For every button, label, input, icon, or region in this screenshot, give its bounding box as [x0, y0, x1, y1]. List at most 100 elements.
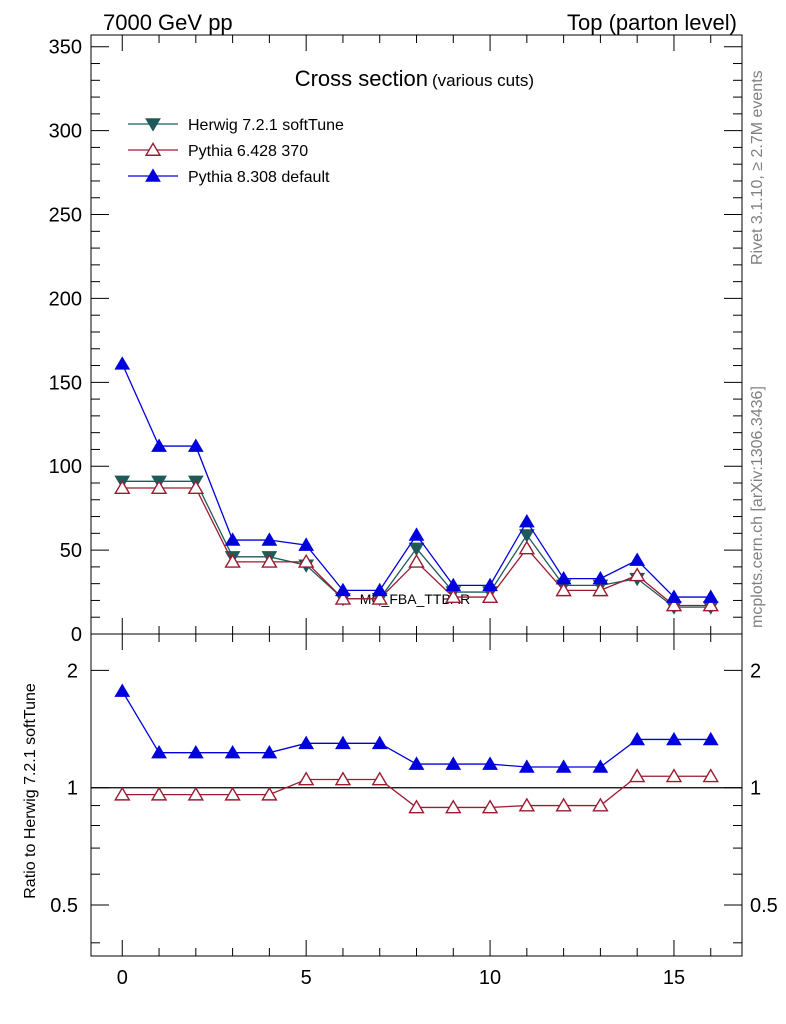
y-tick-label: 250 [49, 205, 82, 227]
watermark: MC_FBA_TTBAR [360, 591, 470, 607]
data-point [187, 479, 205, 494]
y-tick-label: 200 [49, 288, 82, 310]
main-panel: 0 50 100 150 200 250 300 350 MC_FBA_TTBAR Cross… [49, 34, 743, 646]
ratio-point [335, 735, 351, 750]
data-point [665, 597, 683, 612]
legend-marker [145, 118, 161, 132]
data-point [702, 589, 719, 603]
y-tick-label-right: 1 [750, 778, 761, 800]
data-point [481, 589, 499, 604]
ratio-point [555, 759, 572, 773]
x-tick-label: 10 [479, 967, 501, 989]
x-tick-label: 15 [663, 967, 685, 989]
ratio-point [445, 799, 462, 814]
ratio-series-pythia-8-308-default [114, 683, 719, 773]
data-point [261, 532, 278, 546]
ratio-point [629, 731, 646, 746]
data-point [666, 589, 682, 603]
ratio-point [665, 768, 683, 783]
data-point [629, 552, 646, 566]
legend: Herwig 7.2.1 softTune Pythia 6.428 370 Pyt… [128, 117, 344, 186]
ratio-point [187, 786, 205, 801]
header-energy-label: 7000 GeV pp [103, 10, 233, 35]
main-y-tick-labels: 0 50 100 150 200 250 300 350 [49, 37, 82, 646]
main-series [114, 356, 719, 615]
data-point [371, 582, 388, 597]
ratio-y-axis-label: Ratio to Herwig 7.2.1 softTune [22, 683, 39, 899]
data-point [592, 570, 609, 585]
header-process-label: Top (parton level) [567, 10, 737, 35]
legend-marker [145, 168, 161, 182]
ratio-point [518, 797, 536, 812]
ratio-point [666, 731, 682, 746]
ratio-point [371, 735, 388, 750]
data-point [555, 582, 572, 597]
rivet-label: Rivet 3.1.10, ≥ 2.7M events [749, 70, 766, 265]
ratio-point [298, 735, 315, 750]
chart-title: Cross section [295, 66, 428, 91]
data-point [518, 529, 535, 543]
ratio-series [91, 683, 742, 814]
ratio-point [224, 786, 241, 801]
ratio-y-tick-labels: 0.5 0.5 1 1 2 2 [50, 660, 778, 917]
data-point [334, 590, 352, 605]
main-axis-ticks [91, 35, 742, 635]
ratio-point [187, 745, 204, 759]
data-point [261, 553, 278, 568]
data-point [298, 537, 315, 551]
data-point [555, 570, 572, 585]
ratio-point [224, 745, 241, 759]
data-point [482, 577, 498, 592]
ratio-series-pythia-6-428-370 [114, 768, 719, 814]
ratio-point [408, 756, 425, 770]
ratio-point [150, 786, 168, 801]
y-tick-label-left: 2 [67, 660, 78, 682]
ratio-point [592, 797, 609, 812]
data-point [224, 532, 241, 546]
data-point [408, 527, 425, 541]
data-point [335, 582, 351, 597]
chart-subtitle: (various cuts) [432, 71, 534, 90]
legend-label: Pythia 8.308 default [188, 169, 330, 186]
ratio-point [481, 799, 499, 814]
legend-item: Pythia 8.308 default [128, 168, 330, 186]
ratio-point [261, 786, 278, 801]
legend-item: Herwig 7.2.1 softTune [128, 117, 344, 134]
ratio-point [482, 756, 498, 770]
mcplots-label: mcplots.cern.ch [arXiv:1306.3436] [749, 386, 766, 628]
data-point [151, 438, 167, 452]
ratio-line [121, 690, 711, 768]
data-point [702, 597, 719, 612]
data-point [297, 553, 315, 568]
y-tick-label: 150 [49, 372, 82, 394]
data-point [445, 589, 462, 604]
data-point [114, 356, 131, 370]
ratio-point [445, 756, 462, 770]
data-point [150, 479, 168, 494]
data-point [628, 567, 646, 582]
y-tick-label: 0 [71, 624, 82, 646]
data-point [371, 590, 388, 605]
ratio-point [261, 745, 278, 759]
ratio-point [628, 768, 646, 783]
data-point [114, 479, 131, 494]
ratio-point [151, 745, 167, 759]
ratio-point [592, 759, 609, 773]
data-point [445, 577, 462, 592]
y-tick-label-left: 0.5 [50, 895, 78, 917]
data-point [408, 553, 425, 568]
ratio-point [114, 786, 131, 801]
data-point [224, 553, 241, 568]
ratio-point [702, 731, 719, 746]
y-tick-label: 100 [49, 456, 82, 478]
legend-item: Pythia 6.428 370 [128, 141, 308, 160]
legend-label: Pythia 6.428 370 [188, 143, 308, 160]
data-point [592, 582, 609, 597]
y-tick-label-right: 0.5 [750, 895, 778, 917]
ratio-point [297, 771, 315, 786]
y-tick-label: 50 [60, 540, 82, 562]
series-pythia-8-308-default [114, 356, 719, 603]
legend-label: Herwig 7.2.1 softTune [188, 117, 344, 134]
ratio-point [334, 771, 352, 786]
